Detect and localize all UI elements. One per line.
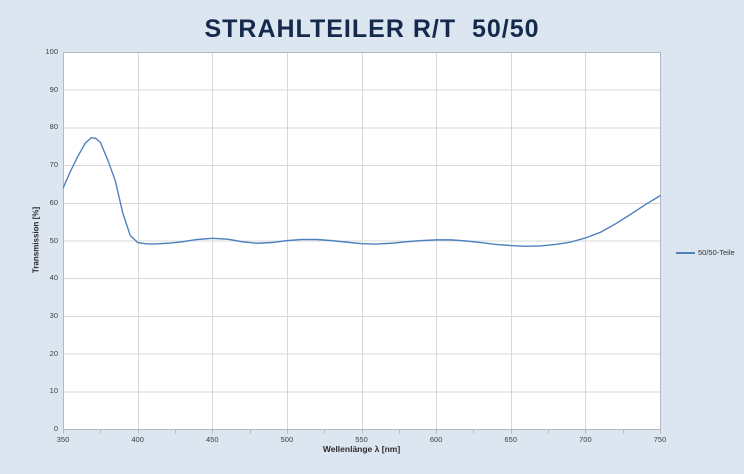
x-tick-label: 350 <box>56 435 70 444</box>
y-tick-label: 100 <box>45 47 58 56</box>
x-tick-label: 400 <box>131 435 144 444</box>
x-tick-label: 450 <box>205 435 219 444</box>
y-tick-label: 10 <box>49 386 58 396</box>
x-tick-label: 600 <box>429 435 443 444</box>
y-tick-label: 30 <box>49 310 58 320</box>
y-tick-label: 50 <box>49 235 58 245</box>
x-tick-label: 550 <box>355 435 368 444</box>
chart-title: STRAHLTEILER R/T 50/50 <box>204 15 540 43</box>
y-tick-label: 90 <box>49 84 58 94</box>
legend-label: 50/50-Teile <box>698 248 735 257</box>
y-tick-label: 0 <box>53 424 58 433</box>
y-tick-label: 40 <box>49 273 58 283</box>
x-tick-label: 500 <box>280 435 294 444</box>
legend: 50/50-Teile <box>676 248 735 257</box>
y-tick-label: 80 <box>49 122 58 132</box>
x-tick-label: 700 <box>579 435 592 444</box>
y-tick-label: 20 <box>49 348 58 358</box>
y-tick-label: 70 <box>49 160 58 170</box>
legend-line-swatch <box>676 251 695 254</box>
x-axis-title: Wellenlänge λ [nm] <box>322 444 401 454</box>
line-chart <box>62 52 661 434</box>
x-tick-label: 650 <box>504 435 517 444</box>
y-tick-label: 60 <box>49 197 58 207</box>
x-tick-label: 750 <box>653 435 667 444</box>
plot-area <box>62 52 661 439</box>
